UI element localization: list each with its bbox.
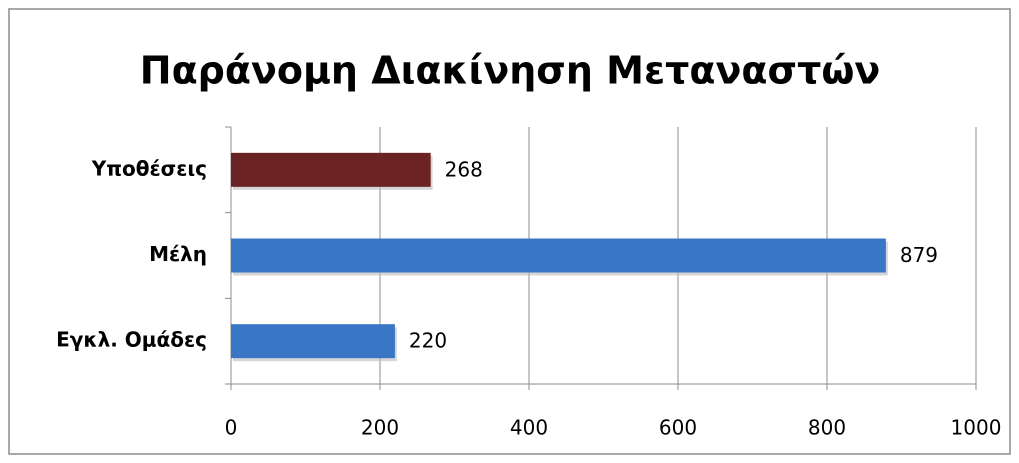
x-tick-label: 800 <box>808 416 846 440</box>
y-tick-label: Εγκλ. Ομάδες <box>56 328 207 352</box>
y-tick-label: Υποθέσεις <box>91 156 207 180</box>
bar <box>231 324 395 359</box>
chart-border <box>8 8 1011 455</box>
x-tick-label: 0 <box>225 416 238 440</box>
data-label: 879 <box>900 243 938 267</box>
data-label: 220 <box>409 329 447 353</box>
x-tick-label: 200 <box>361 416 399 440</box>
bar <box>231 238 886 273</box>
chart-title: Παράνομη Διακίνηση Μεταναστών <box>140 49 880 93</box>
bar <box>231 152 431 187</box>
x-tick-label: 400 <box>510 416 548 440</box>
x-tick-label: 1000 <box>951 416 1002 440</box>
x-tick-label: 600 <box>659 416 697 440</box>
y-tick-label: Μέλη <box>149 242 207 266</box>
data-label: 268 <box>445 157 483 181</box>
